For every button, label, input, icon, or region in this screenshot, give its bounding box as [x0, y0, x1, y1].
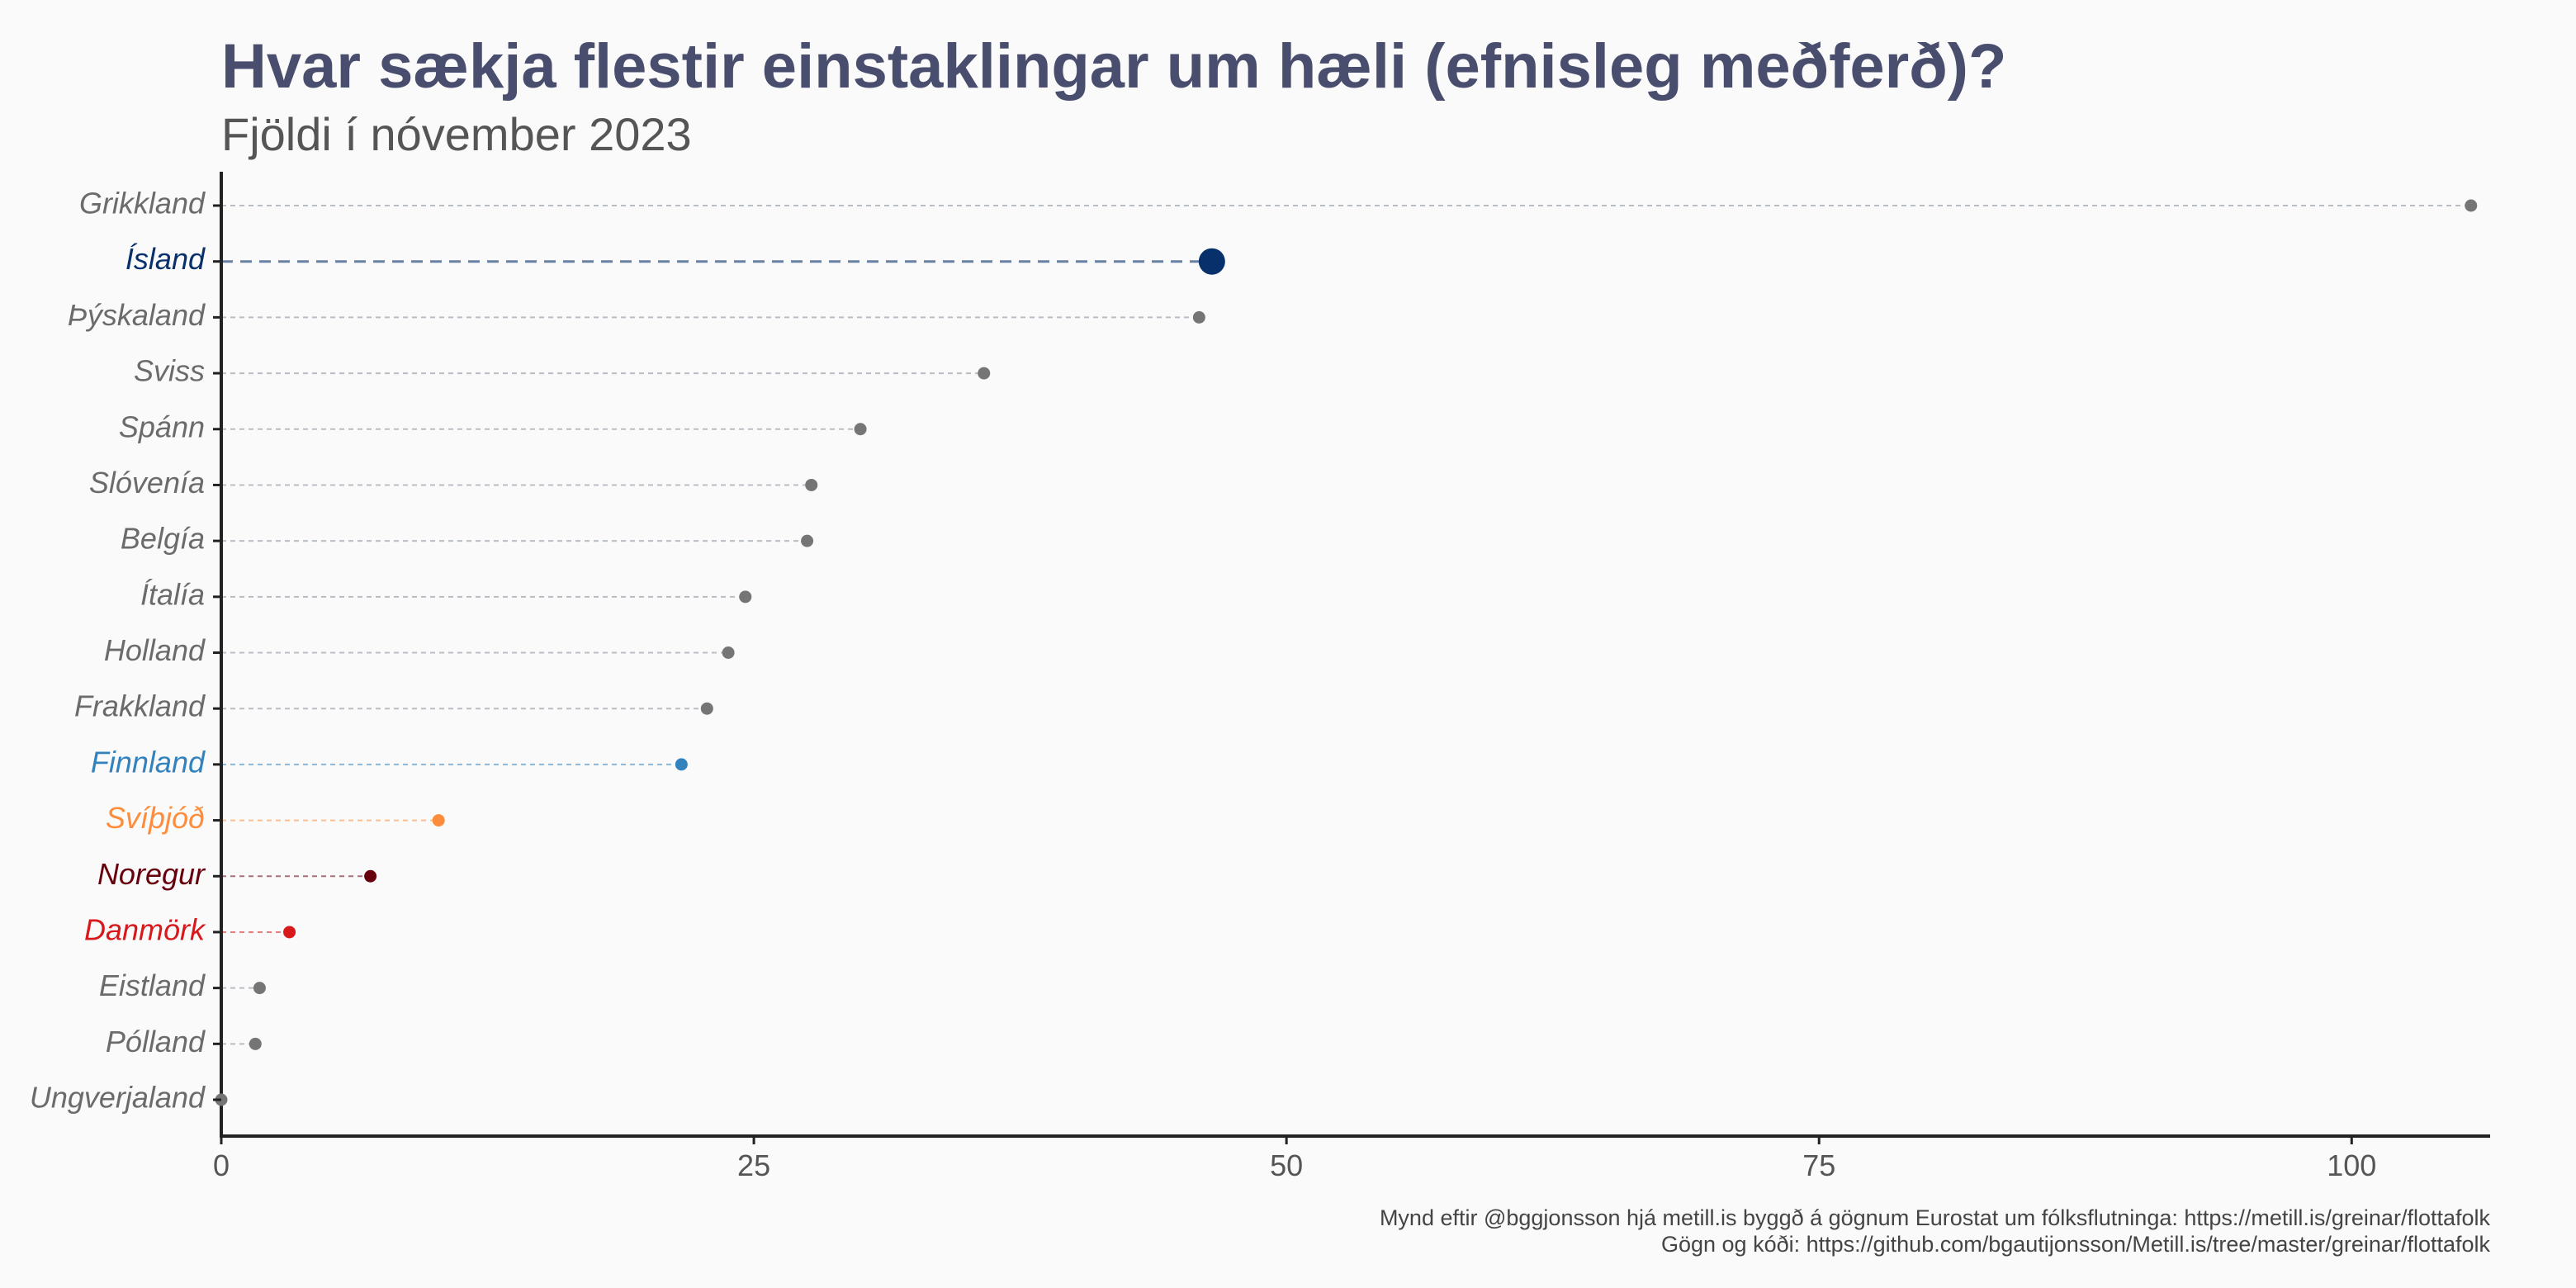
category-label-noregur: Noregur — [97, 857, 206, 891]
category-label-holland: Holland — [104, 633, 206, 667]
category-label-frakkland: Frakkland — [74, 689, 206, 723]
lollipop-point-svijo — [432, 814, 445, 827]
category-label-danmork: Danmörk — [84, 912, 206, 946]
lollipop-points — [215, 199, 2478, 1106]
lollipop-lines — [221, 205, 2471, 1045]
lollipop-point-frakkland — [700, 702, 713, 715]
category-labels: Grikkland Ísland Þýskaland Sviss Spánn Slóven… — [30, 187, 221, 1115]
lollipop-point-belgia — [801, 534, 814, 547]
category-label-eistland: Eistland — [99, 968, 206, 1002]
lollipop-point-spann — [854, 423, 867, 436]
category-label-slovenia: Slóvenía — [89, 466, 205, 500]
lollipop-point-yskaland — [1192, 310, 1205, 324]
x-tick-label-75: 75 — [1802, 1148, 1835, 1182]
x-tick-label-0: 0 — [213, 1148, 230, 1182]
category-label-sviss: Sviss — [134, 354, 205, 388]
chart-title: Hvar sækja flestir einstaklingar um hæli… — [221, 31, 2006, 102]
x-tick-label-50: 50 — [1270, 1148, 1303, 1182]
category-label-grikkland: Grikkland — [79, 187, 206, 220]
lollipop-point-italia — [739, 590, 752, 604]
category-label-finnland: Finnland — [91, 745, 206, 779]
category-label-island: Ísland — [125, 242, 206, 276]
category-label-ungverjaland: Ungverjaland — [30, 1081, 206, 1115]
caption-line-2: Gögn og kóði: https://github.com/bgautij… — [1661, 1232, 2491, 1257]
lollipop-point-polland — [249, 1037, 262, 1050]
chart-subtitle: Fjöldi í nóvember 2023 — [221, 108, 692, 160]
category-label-svijo: Svíþjóð — [106, 801, 205, 835]
category-label-yskaland: Þýskaland — [68, 298, 206, 332]
caption-line-1: Mynd eftir @bggjonsson hjá metill.is byg… — [1380, 1205, 2491, 1230]
category-label-spann: Spánn — [119, 410, 205, 443]
lollipop-point-island — [1198, 248, 1225, 275]
axes — [220, 172, 2490, 1138]
lollipop-point-noregur — [364, 869, 377, 883]
lollipop-point-finnland — [675, 758, 688, 771]
lollipop-point-sviss — [978, 367, 991, 380]
lollipop-point-slovenia — [805, 478, 818, 491]
lollipop-point-danmork — [283, 926, 296, 939]
category-label-italia: Ítalía — [140, 577, 205, 611]
x-tick-label-25: 25 — [737, 1148, 770, 1182]
x-ticks: 0 25 50 75 100 — [213, 1136, 2376, 1182]
x-tick-label-100: 100 — [2327, 1148, 2376, 1182]
category-label-polland: Pólland — [106, 1025, 206, 1058]
lollipop-point-holland — [722, 646, 735, 659]
lollipop-point-eistland — [253, 982, 266, 995]
category-label-belgia: Belgía — [121, 522, 205, 556]
lollipop-point-grikkland — [2465, 199, 2478, 212]
